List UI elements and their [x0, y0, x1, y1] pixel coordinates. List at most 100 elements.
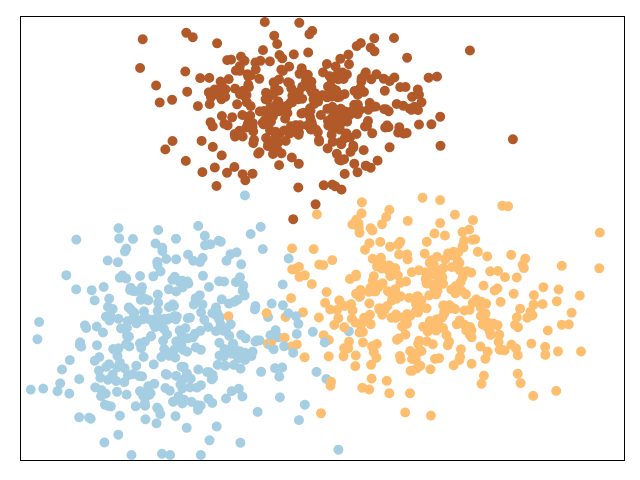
scatter-point-series-1: [32, 334, 43, 345]
scatter-point-series-2: [277, 53, 288, 64]
scatter-point-series-2: [367, 128, 378, 139]
scatter-point-series-1: [139, 306, 149, 317]
scatter-point-series-2: [307, 120, 318, 131]
scatter-point-series-2: [204, 72, 215, 83]
scatter-point-series-2: [359, 87, 369, 97]
scatter-point-series-3: [344, 336, 354, 347]
scatter-point-series-1: [236, 329, 247, 340]
scatter-point-series-2: [341, 69, 352, 80]
scatter-point-series-3: [354, 327, 365, 338]
scatter-point-series-3: [542, 325, 553, 336]
scatter-point-series-1: [148, 271, 159, 282]
scatter-point-series-2: [223, 74, 234, 85]
scatter-point-series-1: [103, 400, 113, 411]
scatter-point-series-1: [138, 351, 149, 362]
scatter-point-series-3: [384, 388, 395, 399]
scatter-point-series-2: [181, 27, 192, 38]
scatter-point-series-2: [382, 120, 393, 131]
scatter-point-series-1: [121, 389, 132, 400]
scatter-point-series-3: [432, 277, 443, 288]
scatter-point-series-3: [411, 363, 422, 374]
scatter-point-series-1: [294, 415, 304, 426]
scatter-point-series-3: [339, 322, 350, 333]
scatter-point-series-1: [102, 255, 113, 266]
scatter-point-series-3: [553, 284, 564, 295]
scatter-point-series-1: [186, 396, 197, 407]
scatter-point-series-1: [140, 414, 151, 425]
scatter-point-series-2: [192, 101, 203, 112]
scatter-point-series-3: [223, 311, 234, 322]
scatter-point-series-3: [444, 336, 455, 347]
scatter-point-series-2: [239, 55, 250, 66]
scatter-point-series-3: [320, 297, 331, 308]
scatter-point-series-2: [330, 181, 341, 192]
scatter-point-series-3: [421, 336, 432, 347]
scatter-point-series-2: [264, 56, 275, 67]
scatter-point-series-1: [170, 411, 181, 422]
scatter-point-series-2: [284, 61, 295, 72]
scatter-point-series-3: [385, 241, 395, 252]
scatter-point-series-1: [114, 357, 125, 368]
scatter-point-series-2: [314, 136, 325, 147]
scatter-point-series-2: [293, 129, 304, 140]
scatter-point-series-2: [333, 74, 344, 85]
scatter-point-series-1: [224, 298, 234, 309]
scatter-point-series-2: [294, 17, 305, 28]
scatter-point-series-1: [128, 234, 138, 244]
scatter-point-series-1: [252, 406, 263, 417]
scatter-point-series-3: [365, 319, 376, 330]
scatter-point-series-1: [111, 376, 122, 386]
scatter-point-series-1: [139, 398, 150, 408]
scatter-point-series-3: [513, 322, 523, 333]
scatter-point-series-2: [351, 41, 362, 52]
scatter-point-series-3: [376, 263, 387, 274]
scatter-point-series-2: [237, 169, 248, 180]
scatter-point-series-1: [135, 271, 146, 281]
scatter-point-series-1: [167, 299, 178, 310]
scatter-point-series-1: [86, 285, 97, 296]
scatter-point-series-1: [129, 307, 140, 318]
scatter-point-series-3: [370, 286, 381, 297]
scatter-point-series-3: [452, 255, 463, 266]
scatter-point-series-2: [413, 105, 423, 116]
scatter-point-series-3: [556, 260, 567, 271]
scatter-point-series-3: [449, 209, 460, 220]
scatter-point-series-1: [221, 393, 231, 404]
scatter-point-series-3: [350, 350, 361, 361]
scatter-point-series-2: [324, 87, 335, 98]
scatter-point-series-3: [414, 265, 424, 276]
scatter-point-series-2: [315, 110, 326, 120]
scatter-point-series-1: [178, 344, 189, 355]
scatter-point-series-2: [241, 90, 252, 100]
scatter-point-series-2: [349, 158, 360, 169]
scatter-point-series-3: [338, 351, 349, 362]
scatter-point-series-3: [321, 287, 332, 297]
scatter-point-series-2: [414, 119, 424, 130]
scatter-point-series-1: [277, 300, 288, 311]
scatter-point-series-2: [371, 69, 382, 80]
scatter-point-series-2: [345, 146, 356, 157]
scatter-point-series-1: [257, 244, 268, 255]
scatter-point-series-3: [391, 293, 402, 304]
scatter-point-series-1: [193, 404, 203, 415]
scatter-point-series-1: [143, 381, 154, 392]
scatter-point-series-1: [204, 282, 214, 292]
scatter-point-series-2: [137, 34, 148, 45]
scatter-point-series-1: [246, 351, 257, 362]
scatter-point-series-1: [221, 255, 232, 266]
scatter-point-series-1: [228, 338, 239, 349]
scatter-point-series-3: [360, 244, 370, 255]
scatter-point-series-3: [515, 303, 526, 314]
scatter-point-series-3: [478, 280, 489, 291]
scatter-point-series-3: [488, 318, 499, 329]
scatter-point-series-2: [154, 97, 165, 108]
scatter-point-series-3: [416, 295, 427, 306]
scatter-point-series-1: [207, 369, 218, 380]
scatter-point-series-1: [126, 450, 137, 460]
scatter-point-series-1: [293, 318, 304, 329]
scatter-point-series-2: [358, 145, 369, 156]
scatter-point-series-3: [455, 344, 466, 355]
scatter-point-series-1: [167, 274, 178, 285]
scatter-point-series-3: [495, 296, 506, 307]
scatter-point-series-3: [478, 370, 489, 381]
